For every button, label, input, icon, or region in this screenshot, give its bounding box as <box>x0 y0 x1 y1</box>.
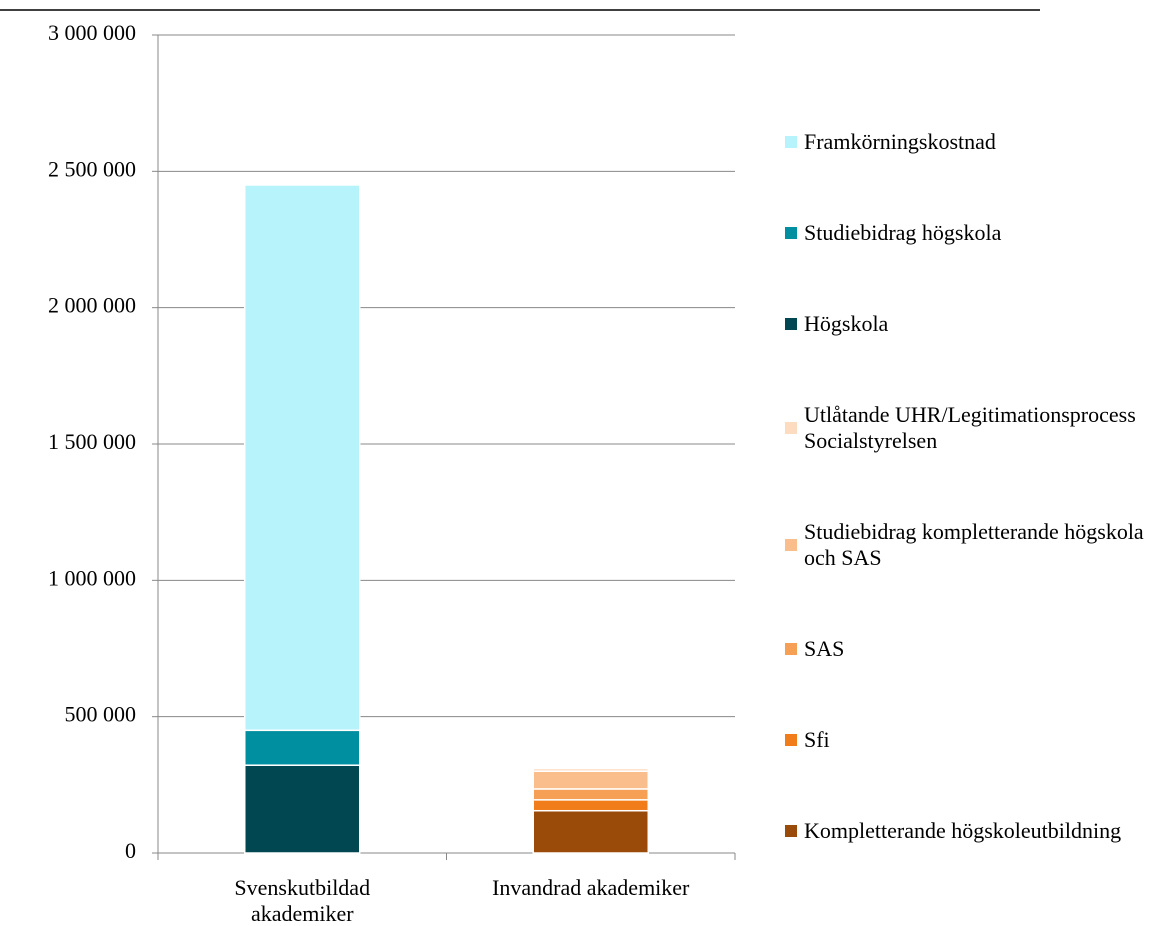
legend-entry: Studiebidrag högskola <box>785 220 1155 246</box>
legend-entry: SAS <box>785 636 1155 662</box>
legend-entry: Framkörningskostnad <box>785 129 1155 155</box>
y-tick-label: 500 000 <box>65 702 137 727</box>
legend-entry: Högskola <box>785 311 1155 337</box>
bar-segment <box>532 799 649 812</box>
y-tick-label: 1 000 000 <box>48 565 136 590</box>
bar-segment <box>244 764 361 854</box>
legend-label: Utlåtande UHR/Legitimationsprocess Socia… <box>804 401 1136 453</box>
x-tick-label: Invandrad akademiker <box>492 875 690 900</box>
legend-label: Sfi <box>804 726 830 752</box>
legend-label: SAS <box>804 635 845 661</box>
legend-label: Framkörningskostnad <box>804 128 996 154</box>
legend-label: Studiebidrag kompletterande högskola och… <box>804 518 1144 570</box>
bar-segment <box>244 184 361 732</box>
bar-segment <box>532 767 649 772</box>
legend-swatch <box>785 226 797 239</box>
legend-label: Studiebidrag högskola <box>804 219 1002 245</box>
legend-swatch <box>785 421 797 434</box>
y-tick-label: 2 000 000 <box>48 293 136 318</box>
bar-segment <box>532 788 649 801</box>
y-tick-label: 0 <box>125 838 136 863</box>
legend-entry: Sfi <box>785 727 1155 753</box>
legend-label: Högskola <box>804 310 889 336</box>
legend: Framkörningskostnad Studiebidrag högskola… <box>785 96 1155 876</box>
legend-swatch <box>785 135 797 148</box>
bar-segment <box>532 809 649 854</box>
y-tick-label: 2 500 000 <box>48 156 136 181</box>
y-tick-label: 3 000 000 <box>48 20 136 45</box>
bar-segment <box>244 729 361 766</box>
x-tick-label: Svenskutbildad akademiker <box>234 875 371 926</box>
legend-label: Kompletterande högskoleutbildning <box>804 817 1122 843</box>
legend-entry: Kompletterande högskoleutbildning <box>785 818 1155 844</box>
y-tick-label: 1 500 000 <box>48 429 136 454</box>
bar-segment <box>532 770 649 790</box>
legend-entry: Utlåtande UHR/Legitimationsprocess Socia… <box>785 402 1155 454</box>
legend-swatch <box>785 317 797 330</box>
legend-swatch <box>785 538 797 551</box>
legend-swatch <box>785 642 797 655</box>
legend-entry: Studiebidrag kompletterande högskola och… <box>785 519 1155 571</box>
legend-swatch <box>785 733 797 746</box>
legend-swatch <box>785 824 797 837</box>
